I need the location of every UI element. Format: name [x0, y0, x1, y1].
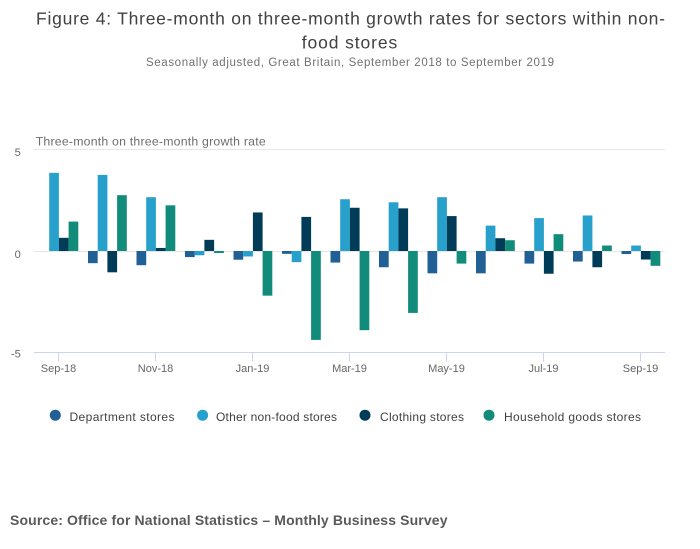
svg-text:Mar-19: Mar-19 — [332, 363, 367, 375]
svg-text:0: 0 — [15, 249, 21, 261]
svg-text:Jul-19: Jul-19 — [529, 363, 559, 375]
svg-text:Seasonally adjusted, Great Bri: Seasonally adjusted, Great Britain, Sept… — [146, 57, 554, 69]
svg-text:Sep-18: Sep-18 — [41, 363, 76, 375]
svg-text:Clothing stores: Clothing stores — [380, 410, 464, 424]
svg-text:Department stores: Department stores — [70, 410, 175, 424]
svg-text:Figure 4: Three-month on three: Figure 4: Three-month on three-month gro… — [36, 8, 665, 28]
svg-text:Three-month on three-month gro: Three-month on three-month growth rate — [36, 135, 266, 149]
svg-text:Household goods stores: Household goods stores — [504, 410, 641, 424]
svg-text:5: 5 — [15, 147, 21, 159]
svg-text:-5: -5 — [11, 349, 21, 361]
svg-text:Other non-food stores: Other non-food stores — [216, 410, 337, 424]
svg-text:Sep-19: Sep-19 — [623, 363, 658, 375]
svg-text:Nov-18: Nov-18 — [138, 363, 173, 375]
svg-text:May-19: May-19 — [428, 363, 465, 375]
svg-text:food stores: food stores — [302, 32, 398, 52]
svg-text:Source: Office for National St: Source: Office for National Statistics –… — [10, 512, 448, 528]
svg-text:Jan-19: Jan-19 — [236, 363, 270, 375]
